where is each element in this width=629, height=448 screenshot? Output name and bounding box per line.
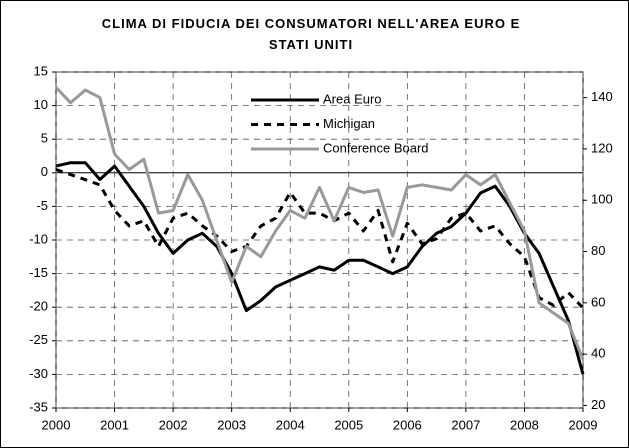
y-tick-label: -25 (29, 332, 48, 347)
y2-tick-label: 100 (591, 192, 613, 207)
x-tick-label: 2002 (159, 417, 188, 432)
y-tick-label: -30 (29, 366, 48, 381)
y-tick-label: 5 (41, 131, 48, 146)
y2-tick-label: 80 (591, 243, 605, 258)
y2-tick-label: 120 (591, 140, 613, 155)
y2-tick-label: 140 (591, 89, 613, 104)
y2-tick-label: 40 (591, 346, 605, 361)
series-line (54, 86, 585, 360)
chart-title: CLIMA DI FIDUCIA DEI CONSUMATORI NELL'AR… (101, 16, 521, 52)
plot-area (55, 71, 584, 409)
x-tick-label: 2006 (393, 417, 422, 432)
y-tick-label: -20 (29, 299, 48, 314)
y2-tick-label: 60 (591, 294, 605, 309)
x-tick-label: 2008 (510, 417, 539, 432)
x-tick-label: 2004 (276, 417, 305, 432)
x-tick-label: 2003 (217, 417, 246, 432)
legend-label: Area Euro (323, 91, 382, 106)
y-tick-label: 10 (34, 97, 48, 112)
x-tick-label: 2009 (569, 417, 598, 432)
y-tick-label: -15 (29, 265, 48, 280)
x-tick-label: 2000 (42, 417, 71, 432)
x-tick-label: 2005 (334, 417, 363, 432)
series-line (55, 161, 585, 375)
y2-tick-label: 20 (591, 397, 605, 412)
y-tick-label: 0 (41, 164, 48, 179)
legend-label: Michigan (323, 116, 375, 131)
y-tick-label: 15 (34, 63, 48, 78)
y-tick-label: -10 (29, 231, 48, 246)
y-tick-label: -35 (29, 399, 48, 414)
x-tick-label: 2001 (100, 417, 129, 432)
y-tick-label: -5 (36, 198, 48, 213)
x-tick-label: 2007 (451, 417, 480, 432)
legend-label: Conference Board (323, 140, 429, 155)
